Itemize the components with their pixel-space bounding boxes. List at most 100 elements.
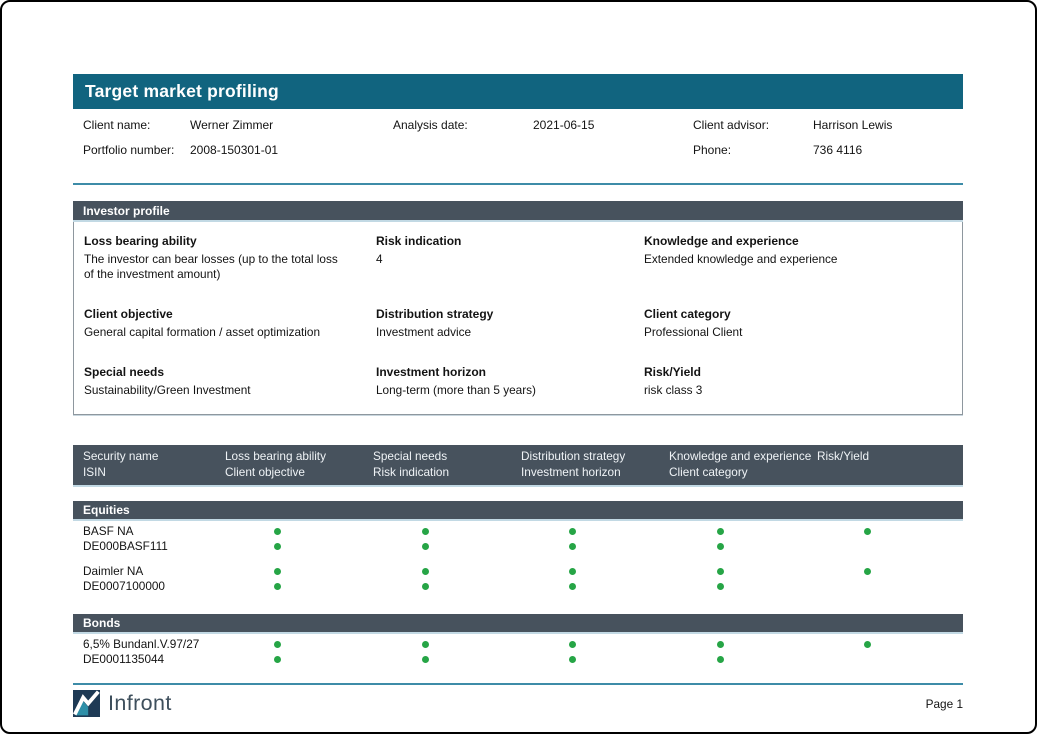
field-risk-indication: Risk indication 4 [376,234,644,282]
security-isin: DE000BASF111 [83,539,168,553]
match-dot-icon [716,528,724,535]
analysis-date-label: Analysis date: [393,118,468,132]
match-dot-icon [421,583,429,590]
dot-cell [668,637,816,652]
dot-cell [225,524,373,539]
header-divider-line [73,183,963,185]
field-investment-horizon: Investment horizon Long-term (more than … [376,365,644,398]
field-value: Investment advice [376,325,472,339]
dot-cell [815,539,963,554]
security-isin: DE0007100000 [83,579,165,593]
match-dot-icon [569,656,577,663]
dot-cell [815,579,963,594]
investor-profile-box: Loss bearing ability The investor can be… [73,222,963,415]
match-dot-icon [274,641,281,648]
dot-cell [520,539,668,554]
client-advisor-label: Client advisor: [693,118,770,132]
field-label: Knowledge and experience [644,234,799,248]
match-dot-icon [421,641,429,648]
column-header-knowledge: Knowledge and experience Client category [669,449,817,480]
match-dot-icon [716,568,724,575]
dot-cell [520,564,668,579]
dot-cell [815,637,963,652]
column-top-label: Knowledge and experience [669,449,812,463]
brand-name: Infront [108,691,172,715]
dot-cell [815,652,963,667]
field-risk-yield: Risk/Yield risk class 3 [644,365,952,398]
column-bottom-label: Client category [669,464,748,479]
match-dot-icon [274,656,281,663]
match-dots-bottom [225,539,963,554]
portfolio-number-label: Portfolio number: [83,143,175,157]
match-dots-bottom [225,579,963,594]
match-dot-icon [864,528,872,535]
security-name: Daimler NA [83,564,144,578]
field-knowledge-experience: Knowledge and experience Extended knowle… [644,234,952,282]
column-top-label: Risk/Yield [817,449,870,463]
dot-cell [225,539,373,554]
empty-cell [393,143,533,158]
client-name-value: Werner Zimmer [190,118,274,132]
match-dot-icon [864,568,872,575]
column-header-loss-bearing: Loss bearing ability Client objective [225,449,373,480]
page-number: Page 1 [925,697,963,711]
phone-value: 736 4116 [813,143,863,157]
field-label: Risk indication [376,234,462,248]
footer-divider-line [73,683,963,685]
match-dot-icon [421,528,429,535]
match-dot-icon [716,641,724,648]
dot-cell [373,539,521,554]
field-value: Long-term (more than 5 years) [376,383,536,397]
field-label: Special needs [84,365,165,379]
field-value: Extended knowledge and experience [644,252,838,266]
report-content: Target market profiling Client name: Wer… [2,74,1035,667]
bonds-rows: 6,5% Bundanl.V.97/27 DE0001135044 [73,637,963,667]
field-label: Client category [644,307,731,321]
empty-cell [533,143,693,158]
footer: Infront Page 1 [73,690,963,717]
dot-cell [668,579,816,594]
page-title: Target market profiling [73,74,963,109]
match-dot-icon [274,568,281,575]
field-label: Distribution strategy [376,307,494,321]
security-isin-line: DE0007100000 [83,579,963,594]
dot-cell [225,652,373,667]
dot-cell [668,564,816,579]
column-bottom-label: Risk indication [373,464,450,479]
field-client-category: Client category Professional Client [644,307,952,340]
dot-cell [225,637,373,652]
field-value: Sustainability/Green Investment [84,383,251,397]
match-dot-icon [716,656,724,663]
match-dot-icon [274,543,281,550]
section-band-bonds: Bonds [73,614,963,634]
dot-cell [668,652,816,667]
dot-cell [373,524,521,539]
dot-cell [520,652,668,667]
client-name-label: Client name: [83,118,151,132]
column-top-label: Distribution strategy [521,449,626,463]
column-header-security: Security name ISIN [83,449,225,480]
dot-cell [668,524,816,539]
dot-cell [520,637,668,652]
field-value: General capital formation / asset optimi… [84,325,321,339]
field-label: Investment horizon [376,365,487,379]
infront-logo-icon [73,690,100,717]
match-dot-icon [421,656,429,663]
column-bottom-label: ISIN [83,464,106,479]
field-value: Professional Client [644,325,743,339]
column-bottom-label: Client objective [225,464,305,479]
client-advisor-value: Harrison Lewis [813,118,893,132]
match-dot-icon [864,641,872,648]
match-dot-icon [569,583,577,590]
column-header-special-needs: Special needs Risk indication [373,449,521,480]
securities-table-header: Security name ISIN Loss bearing ability … [73,445,963,487]
column-top-label: Special needs [373,449,448,463]
match-dots-top [225,564,963,579]
table-row: 6,5% Bundanl.V.97/27 DE0001135044 [83,637,963,667]
dot-cell [373,637,521,652]
match-dot-icon [569,641,577,648]
match-dots-bottom [225,652,963,667]
column-header-risk-yield: Risk/Yield [817,449,963,480]
match-dot-icon [569,568,577,575]
column-top-label: Security name [83,449,159,463]
